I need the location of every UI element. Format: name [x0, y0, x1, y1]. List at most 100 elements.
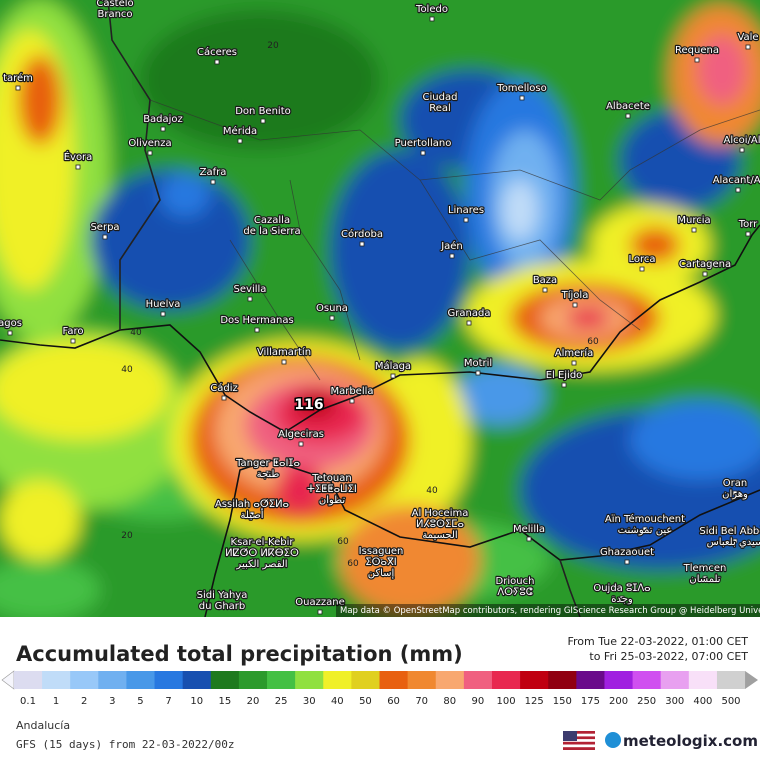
city-label: de la Sierra	[243, 226, 300, 237]
legend-swatch	[435, 671, 465, 689]
city-label: Motril	[464, 358, 492, 369]
legend-swatch	[351, 671, 380, 689]
city-label: إساكن	[368, 568, 395, 579]
contour-label: 20	[121, 531, 133, 541]
city-label: Serpa	[90, 222, 119, 233]
city-label: Tlemcen	[683, 563, 727, 574]
legend-swatch	[548, 671, 577, 689]
city-dot	[265, 470, 271, 476]
city-dot	[437, 104, 443, 110]
legend-label: 70	[415, 696, 428, 707]
coastlines	[0, 224, 760, 617]
region: Andalucía	[16, 719, 70, 732]
legend-swatch	[98, 671, 127, 689]
city-label: Almería	[555, 347, 594, 359]
city-label: agos	[0, 318, 22, 329]
city-label: Jaén	[440, 240, 463, 252]
title: Accumulated total precipitation (mm)	[16, 642, 463, 666]
city-label: Sidi Yahya	[197, 590, 248, 601]
city-dot	[112, 10, 118, 16]
city-dot	[732, 538, 738, 544]
city-label: Alacant/Al	[713, 175, 760, 186]
legend-label: 2	[81, 696, 87, 707]
city-label: وهران	[722, 489, 748, 500]
city-dot	[260, 118, 266, 124]
legend-swatch	[238, 671, 268, 689]
city-label: تلمسان	[689, 574, 720, 585]
city-dot	[249, 511, 255, 517]
city-label: ⵍⵇⵚⵔ ⵍⴽⴱⵉⵔ	[225, 548, 299, 559]
city-dot	[642, 526, 648, 532]
city-label: Murcia	[677, 215, 710, 226]
city-label: أصيلة	[241, 508, 264, 521]
city-dot	[639, 266, 645, 272]
city-label: Toledo	[415, 4, 448, 15]
city-dot	[160, 311, 166, 317]
city-label: Driouch	[496, 576, 535, 587]
contour-label: 40	[130, 328, 142, 338]
legend-label: 3	[109, 696, 115, 707]
legend-swatch	[520, 671, 549, 689]
legend-swatch	[323, 671, 352, 689]
city-label: Linares	[448, 205, 484, 216]
legend-label: 80	[443, 696, 456, 707]
city-label: Aïn Témouchent	[605, 513, 685, 525]
city-label: Sevilla	[234, 284, 267, 295]
city-dot	[214, 59, 220, 65]
period-from: From Tue 22-03-2022, 01:00 CET	[567, 635, 748, 648]
city-label: Córdoba	[341, 228, 383, 240]
legend-label: 20	[247, 696, 260, 707]
legend-swatch	[463, 671, 493, 689]
legend-label: 0.1	[20, 696, 36, 707]
city-label: Issaguen	[359, 546, 404, 557]
city-label: Torr	[738, 219, 758, 230]
legend-swatch	[491, 671, 521, 689]
legend-swatch	[604, 671, 634, 689]
city-dot	[15, 85, 21, 91]
legend-swatch	[13, 671, 43, 689]
legend-swatch	[210, 671, 240, 689]
city-label: Sidi Bel Abbès	[699, 525, 760, 537]
legend-above	[745, 671, 758, 689]
city-dot	[624, 559, 630, 565]
contour-label: 60	[337, 537, 349, 547]
city-dot	[281, 359, 287, 365]
city-label: Alcoi/Al	[723, 135, 760, 146]
city-dot	[102, 234, 108, 240]
legend-label: 1	[53, 696, 59, 707]
legend-label: 5	[137, 696, 143, 707]
city-label: Tíjola	[561, 289, 589, 301]
city-dot	[625, 113, 631, 119]
legend-label: 90	[472, 696, 485, 707]
city-dot	[475, 370, 481, 376]
contour-label: 20	[267, 41, 279, 51]
city-dot	[702, 271, 708, 277]
city-label: Tetouan	[311, 473, 351, 484]
city-label: Oujda ⵓⵊⴷⴰ	[593, 583, 650, 594]
city-dot	[237, 138, 243, 144]
city-dot	[378, 558, 384, 564]
contour-label: 60	[347, 559, 359, 569]
legend-label: 200	[609, 696, 628, 707]
city-label: Assilah ⴰⵚⵉⵍⴰ	[215, 499, 289, 510]
city-dot	[735, 187, 741, 193]
city-label: Lorca	[628, 254, 655, 265]
legend-label: 300	[665, 696, 684, 707]
legend: 0.1 1 2 3 5 7 10 15 20 25 30 40 50 60 70 80 90 100 125 150 1…	[1, 670, 758, 707]
region-borders	[149, 99, 760, 381]
city-dot	[359, 241, 365, 247]
city-label: Real	[429, 103, 451, 114]
city-label: Algeciras	[278, 429, 324, 440]
city-dot	[572, 302, 578, 308]
city-label: Villamartín	[257, 346, 311, 358]
city-label: Cáceres	[197, 46, 237, 58]
legend-label: 150	[553, 696, 572, 707]
city-label: Zafra	[200, 167, 227, 178]
legend-swatch	[688, 671, 718, 689]
city-label: Faro	[63, 326, 84, 337]
city-dot	[247, 296, 253, 302]
city-label: تطوان	[319, 495, 345, 506]
